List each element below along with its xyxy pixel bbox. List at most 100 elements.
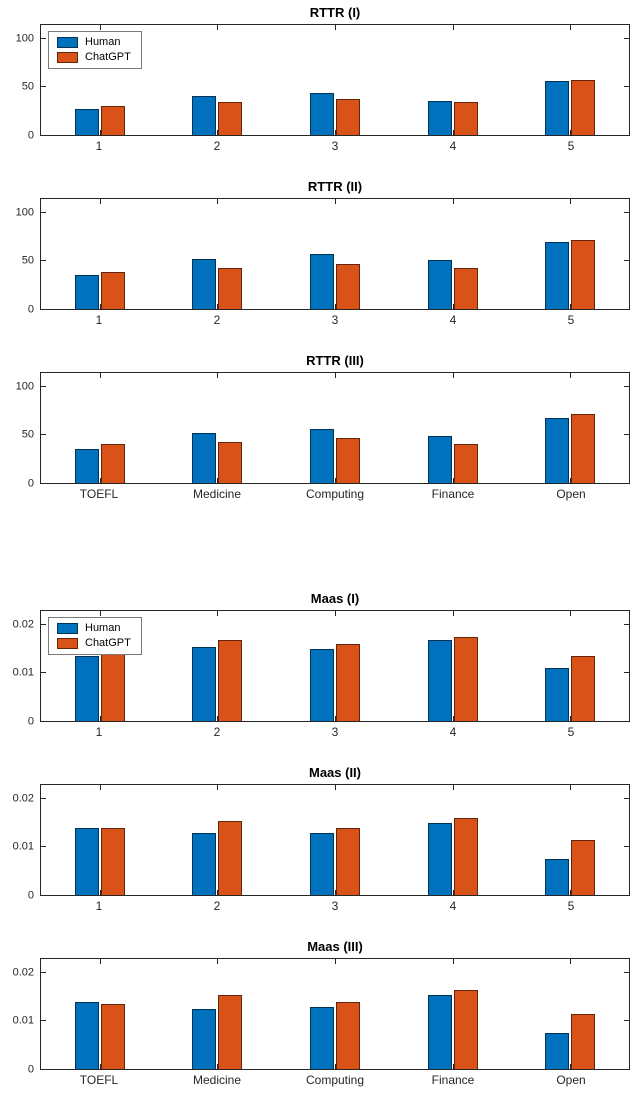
bar-group [192, 25, 243, 135]
y-tick-mark [624, 798, 629, 800]
x-tick-mark [217, 890, 219, 895]
x-tick-mark [99, 611, 101, 616]
x-tick-mark [452, 890, 454, 895]
legend: Human ChatGPT [48, 31, 142, 69]
x-tick-mark [452, 130, 454, 135]
bar-human [545, 417, 570, 483]
y-tick-label: 0 [27, 477, 34, 490]
bar-chatgpt [453, 102, 478, 135]
bar-group [545, 959, 596, 1069]
bar-chatgpt [100, 654, 125, 721]
y-tick-label: 0.02 [12, 792, 34, 805]
chart-title: RTTR (I) [309, 5, 361, 20]
bar-human [427, 823, 452, 895]
x-tick-label: 4 [449, 899, 457, 913]
y-tick-label: 0.02 [12, 966, 34, 979]
bar-chatgpt [336, 644, 360, 721]
x-tick-label: 2 [213, 313, 221, 327]
x-tick-mark [335, 304, 336, 309]
plot-box [40, 784, 630, 896]
x-tick-label: 3 [331, 899, 339, 913]
x-tick-mark [335, 611, 336, 616]
x-tick-mark [335, 25, 336, 30]
x-tick-mark [570, 25, 572, 30]
y-tick-mark [41, 434, 46, 436]
x-tick-mark [452, 25, 454, 30]
legend-item: Human [57, 623, 131, 634]
legend-label: Human [85, 36, 121, 48]
x-tick-label: Open [556, 487, 586, 501]
x-tick-mark [335, 959, 336, 964]
bar-group [427, 25, 478, 135]
x-tick-mark [452, 199, 454, 204]
y-tick-mark [624, 212, 629, 214]
y-tick-label: 0 [27, 1063, 34, 1076]
x-tick-mark [217, 130, 219, 135]
x-tick-mark [570, 890, 572, 895]
bar-chatgpt [100, 106, 125, 135]
bar-human [74, 828, 99, 895]
x-tick-mark [335, 1064, 336, 1069]
bar-human [74, 656, 99, 721]
bar-human [192, 95, 217, 135]
bar-chatgpt [218, 820, 243, 895]
bar-group [545, 785, 596, 895]
x-tick-mark [217, 25, 219, 30]
bar-human [427, 100, 452, 135]
bar-chatgpt [336, 98, 360, 135]
x-tick-label: Finance [431, 1073, 475, 1087]
bar-group [310, 785, 360, 895]
x-tick-label: 3 [331, 139, 339, 153]
x-tick-label: 5 [567, 899, 575, 913]
x-tick-label: 4 [449, 313, 457, 327]
y-tick-label: 50 [21, 254, 34, 267]
x-tick-label: 4 [449, 725, 457, 739]
y-tick-mark [624, 260, 629, 262]
bar-human [310, 429, 334, 483]
bar-chatgpt [571, 840, 596, 895]
bar-group [192, 373, 243, 483]
bar-human [427, 994, 452, 1069]
y-tick-mark [41, 798, 46, 800]
bar-group [545, 199, 596, 309]
chart-rttr-ii: RTTR (II) 0 50 100 1 2 3 4 5 [0, 178, 640, 328]
y-tick-label: 0 [27, 129, 34, 142]
chart-title: Maas (II) [308, 765, 361, 780]
plot-box [40, 372, 630, 484]
x-tick-mark [452, 785, 454, 790]
bar-group [427, 373, 478, 483]
x-tick-mark [570, 785, 572, 790]
chart-maas-iii: Maas (III) 0 0.01 0.02 TOEFL Medicine Computin… [0, 938, 640, 1088]
y-tick-label: 0 [27, 715, 34, 728]
x-tick-mark [99, 130, 101, 135]
legend-item: Human [57, 37, 131, 48]
bar-chatgpt [100, 828, 125, 895]
bar-chatgpt [571, 240, 596, 309]
legend-swatch-chatgpt [57, 52, 78, 63]
bar-group [310, 959, 360, 1069]
y-tick-mark [41, 624, 46, 626]
bar-chatgpt [336, 1002, 360, 1069]
y-tick-label: 0 [27, 303, 34, 316]
x-tick-mark [452, 1064, 454, 1069]
x-tick-mark [217, 716, 219, 721]
x-tick-mark [335, 373, 336, 378]
bar-human [310, 254, 334, 309]
plot-area: Human ChatGPT 0 50 100 1 2 3 4 5 [16, 24, 630, 152]
bar-chatgpt [571, 656, 596, 721]
y-tick-mark [624, 972, 629, 974]
x-tick-mark [99, 25, 101, 30]
bar-group [310, 199, 360, 309]
bar-group [427, 959, 478, 1069]
chart-maas-i: Maas (I) Human ChatGPT 0 0.01 0.02 1 2 3 4 5 [0, 590, 640, 740]
x-tick-mark [99, 199, 101, 204]
plot-area: 0 0.01 0.02 1 2 3 4 5 [13, 784, 630, 912]
y-tick-label: 0.01 [12, 840, 34, 853]
plot-box: Human ChatGPT [40, 610, 630, 722]
x-tick-label: TOEFL [79, 1073, 119, 1087]
x-tick-mark [570, 130, 572, 135]
x-tick-label: 2 [213, 899, 221, 913]
plot-box: Human ChatGPT [40, 24, 630, 136]
legend-item: ChatGPT [57, 638, 131, 649]
bar-human [545, 242, 570, 309]
